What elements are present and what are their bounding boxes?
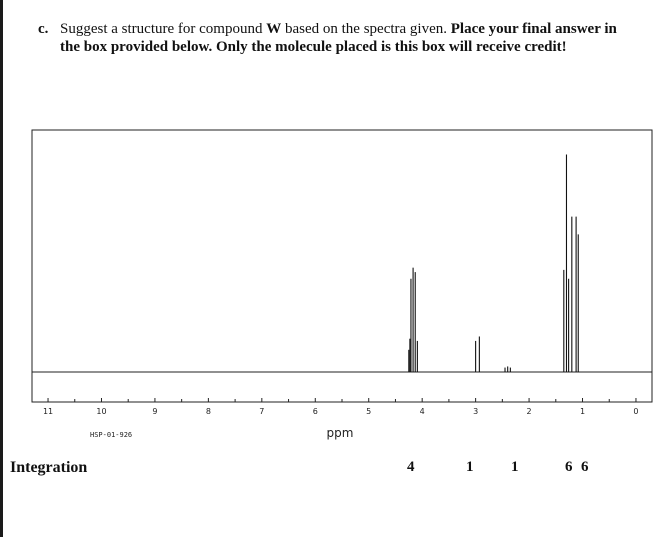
x-tick-label: 6 <box>313 407 318 416</box>
question-text: Suggest a structure for compound <box>60 21 267 37</box>
page-edge <box>0 0 3 537</box>
integration-label: Integration <box>10 459 88 476</box>
x-tick-label: 5 <box>366 407 371 416</box>
nmr-spectrum: 11 10 9 8 7 6 5 4 3 2 1 0 HSP-01-926 ppm <box>31 129 653 440</box>
x-tick-label: 2 <box>527 407 532 416</box>
source-label: HSP-01-926 <box>90 431 132 439</box>
x-tick-label: 8 <box>206 407 211 416</box>
question-body: Suggest a structure for compound W based… <box>60 20 638 56</box>
integration-value-4: 6 <box>565 459 573 475</box>
x-tick-label: 10 <box>96 407 106 416</box>
plot-frame <box>31 129 653 403</box>
question-c: c. Suggest a structure for compound W ba… <box>38 20 638 56</box>
x-tick-label: 11 <box>43 407 53 416</box>
integration-value-3: 1 <box>511 459 519 475</box>
x-axis-label: ppm <box>327 426 354 440</box>
ticks-group: 11 10 9 8 7 6 5 4 3 2 1 0 <box>43 398 639 416</box>
question-instruction: Place your final answer in the box provi… <box>60 21 617 55</box>
peaks-group <box>32 154 652 373</box>
integration-value-5: 6 <box>581 459 589 475</box>
x-tick-label: 4 <box>420 407 425 416</box>
integration-value-1: 4 <box>407 459 415 475</box>
x-tick-label: 0 <box>633 407 638 416</box>
x-tick-label: 9 <box>152 407 157 416</box>
x-tick-label: 7 <box>259 407 264 416</box>
compound-name: W <box>266 21 282 37</box>
question-label: c. <box>38 21 49 37</box>
integration-value-2: 1 <box>466 459 474 475</box>
x-tick-label: 1 <box>580 407 585 416</box>
question-text-2: based on the spectra given. <box>281 21 451 37</box>
x-tick-label: 3 <box>473 407 478 416</box>
